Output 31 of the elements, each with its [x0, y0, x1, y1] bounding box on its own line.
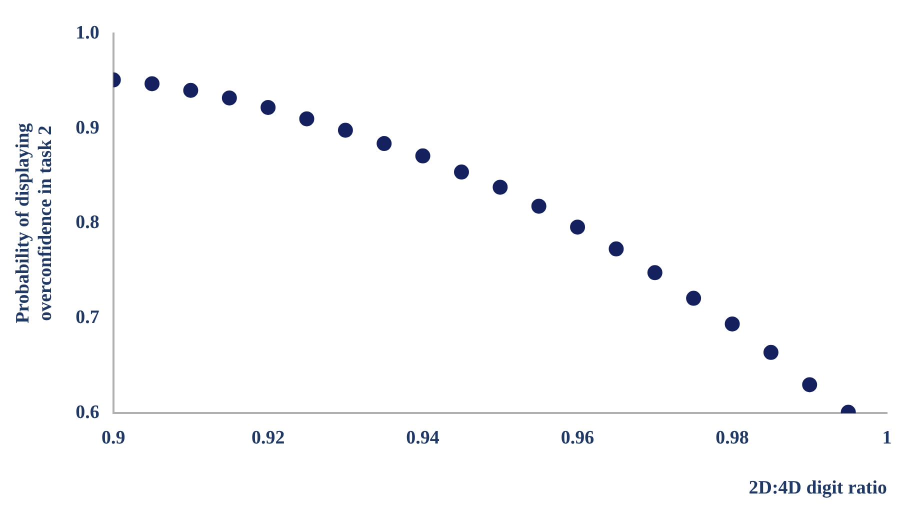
x-tick-label: 0.94 [406, 428, 440, 449]
point [299, 111, 314, 126]
y-tick-label: 0.8 [76, 212, 100, 234]
x-axis-title: 2D:4D digit ratio [748, 477, 887, 498]
point [144, 76, 160, 92]
point [647, 265, 662, 280]
y-tick-label: 0.6 [76, 402, 100, 424]
point [260, 100, 276, 115]
x-tick-label: 0.92 [251, 428, 285, 449]
point [763, 344, 778, 360]
point [338, 122, 353, 138]
point [802, 377, 818, 392]
point [183, 82, 198, 98]
y-tick-label: 0.7 [76, 307, 100, 328]
point [492, 180, 508, 195]
x-tick-label: 0.98 [716, 428, 749, 449]
point [376, 136, 392, 152]
point [570, 220, 586, 235]
y-tick-label: 0.9 [76, 117, 100, 138]
point [531, 198, 546, 214]
x-tick-label: 0.96 [560, 428, 594, 449]
point [608, 241, 624, 256]
point [222, 90, 237, 106]
y-axis-title: Probability of displaying overconfidence in task 2 [12, 122, 56, 324]
x-tick-label: 0.9 [101, 428, 126, 449]
x-tick-label: 1 [882, 428, 892, 449]
y-tick-label: 1.0 [76, 22, 100, 44]
point [724, 316, 740, 332]
point [454, 164, 469, 180]
point [686, 290, 702, 306]
point [415, 148, 430, 164]
